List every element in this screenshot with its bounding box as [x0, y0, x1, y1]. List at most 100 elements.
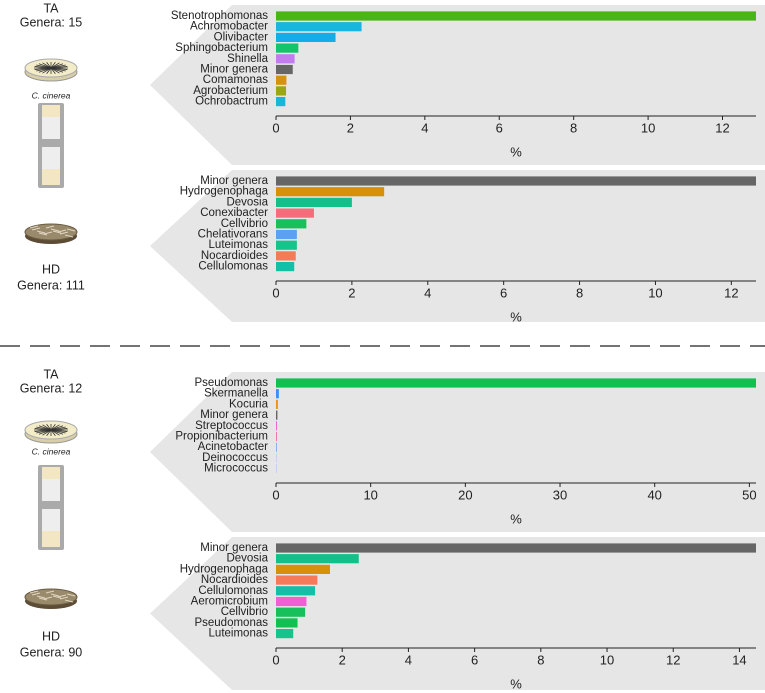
hyphae [57, 229, 67, 233]
bar [276, 86, 287, 96]
x-tick-label: 6 [496, 120, 503, 135]
x-tick-label: 12 [666, 652, 680, 667]
category-label: Hydrogenophaga [180, 186, 269, 198]
illustrations [24, 58, 78, 609]
bar [276, 586, 316, 596]
mycelium [50, 61, 56, 69]
category-label: Shinella [227, 53, 269, 65]
mycelium [50, 67, 56, 75]
category-label: Sphingobacterium [175, 42, 268, 54]
organism-label: C. cinerea [32, 90, 71, 100]
mycelium [50, 428, 68, 431]
mycelium [38, 425, 52, 431]
x-tick-label: 4 [405, 652, 412, 667]
hyphae [36, 595, 46, 599]
x-tick-label: 50 [742, 487, 756, 502]
mycelium [50, 67, 64, 73]
mycelium [50, 429, 60, 436]
bar [276, 75, 287, 85]
x-tick-label: 10 [363, 487, 377, 502]
category-label: Pseudomonas [194, 377, 268, 389]
hyphae [66, 593, 76, 597]
category-label: Aeromicrobium [191, 596, 268, 608]
bar [276, 543, 756, 553]
x-tick-label: 40 [647, 487, 661, 502]
x-tick-label: 0 [272, 487, 279, 502]
bar [276, 596, 307, 607]
hyphae [59, 231, 69, 235]
x-tick-label: 4 [424, 285, 431, 300]
bar [276, 32, 336, 42]
mycelium [46, 67, 52, 75]
x-tick-label: 12 [715, 120, 729, 135]
side-label: Genera: 90 [20, 645, 83, 659]
mycelium [46, 61, 52, 69]
category-label: Micrococcus [204, 463, 268, 475]
category-label: Cellulomonas [198, 585, 268, 597]
category-label: Olivibacter [214, 31, 268, 43]
bar [276, 421, 277, 431]
hyphae [38, 232, 48, 236]
category-label: Minor genera [200, 175, 268, 187]
x-tick-label: 0 [272, 652, 279, 667]
category-label: Agrobacterium [193, 85, 268, 97]
column-fill [42, 117, 60, 139]
x-tick-label: 2 [339, 652, 346, 667]
category-label: Cellvibrio [221, 218, 268, 230]
x-tick-label: 8 [570, 120, 577, 135]
x-tick-label: 8 [537, 652, 544, 667]
bar [276, 564, 330, 574]
hyphae [50, 593, 60, 597]
mycelium [38, 63, 52, 69]
bar [276, 554, 359, 564]
hyphae [31, 227, 41, 231]
category-label: Cellvibrio [221, 606, 268, 618]
bar [276, 442, 277, 452]
x-tick-label: 6 [471, 652, 478, 667]
x-axis-label: % [510, 511, 522, 526]
hyphae [31, 592, 41, 596]
mycelium [50, 429, 64, 435]
bar [276, 262, 295, 272]
category-label: Devosia [226, 553, 268, 565]
x-axis-label: % [510, 676, 522, 691]
bar [276, 64, 293, 75]
category-label: Achromobacter [190, 21, 268, 33]
bar [276, 378, 756, 388]
hyphae [50, 228, 60, 232]
culture-illustration [24, 420, 78, 609]
category-label: Devosia [226, 196, 268, 208]
mycelium [46, 429, 52, 437]
category-label: Deinococcus [202, 452, 268, 464]
bar [276, 389, 279, 399]
hyphae [45, 590, 55, 594]
bar [276, 97, 286, 107]
column-fill [42, 147, 60, 169]
hyphae [52, 595, 62, 599]
hyphae [29, 590, 39, 594]
x-tick-label: 8 [576, 285, 583, 300]
column-fill [42, 105, 60, 117]
panel-background [150, 170, 765, 322]
side-label: TA [43, 367, 59, 381]
side-label: Genera: 111 [17, 278, 85, 292]
bar [276, 410, 278, 420]
bar [276, 618, 298, 628]
column-fill [42, 169, 60, 185]
hyphae [43, 231, 53, 235]
bar [276, 208, 314, 218]
hyphae [43, 596, 53, 600]
category-label: Nocardioides [201, 250, 268, 262]
column-fill [42, 531, 60, 547]
hyphae [36, 230, 46, 234]
x-axis-label: % [510, 309, 522, 324]
mycelium [42, 62, 52, 69]
bar [276, 575, 318, 585]
category-label: Pseudomonas [194, 617, 268, 629]
x-tick-label: 10 [648, 285, 662, 300]
column-fill [42, 509, 60, 531]
hyphae [45, 225, 55, 229]
x-axis-label: % [510, 144, 522, 159]
x-tick-label: 2 [348, 285, 355, 300]
